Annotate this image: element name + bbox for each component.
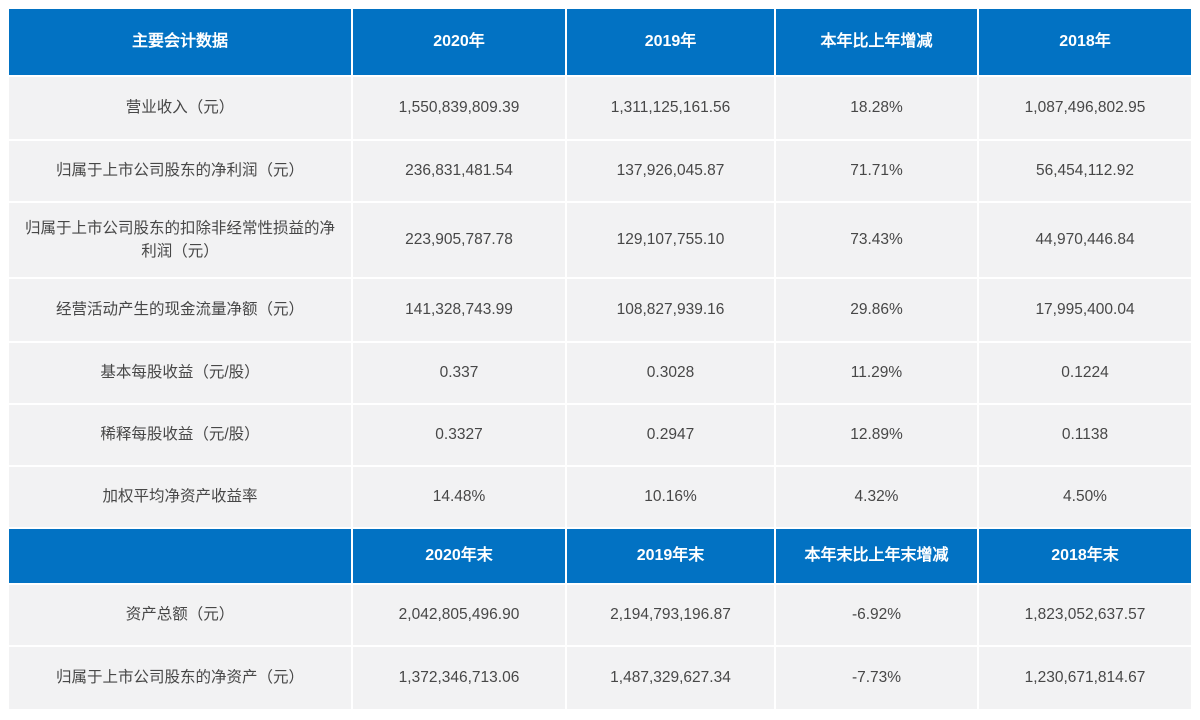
table-row-diluted-eps: 稀释每股收益（元/股） 0.3327 0.2947 12.89% 0.1138 <box>8 404 1192 466</box>
cell-value: 0.3028 <box>566 342 775 404</box>
row-label: 基本每股收益（元/股） <box>8 342 352 404</box>
cell-value: 0.2947 <box>566 404 775 466</box>
cell-value: 4.32% <box>775 466 978 528</box>
cell-value: 10.16% <box>566 466 775 528</box>
row-label: 营业收入（元） <box>8 76 352 140</box>
cell-value: 1,487,329,627.34 <box>566 646 775 710</box>
table-row-basic-eps: 基本每股收益（元/股） 0.337 0.3028 11.29% 0.1224 <box>8 342 1192 404</box>
column-header-2018: 2018年 <box>978 8 1192 76</box>
cell-value: 29.86% <box>775 278 978 342</box>
table-row-net-profit-excl-nonrecurring: 归属于上市公司股东的扣除非经常性损益的净利润（元） 223,905,787.78… <box>8 202 1192 278</box>
cell-value: 18.28% <box>775 76 978 140</box>
cell-value: -6.92% <box>775 584 978 646</box>
column-header-2020: 2020年 <box>352 8 566 76</box>
cell-value: 73.43% <box>775 202 978 278</box>
cell-value: 17,995,400.04 <box>978 278 1192 342</box>
table-row-net-profit: 归属于上市公司股东的净利润（元） 236,831,481.54 137,926,… <box>8 140 1192 202</box>
cell-value: 0.3327 <box>352 404 566 466</box>
column-header-blank <box>8 528 352 584</box>
row-label: 加权平均净资产收益率 <box>8 466 352 528</box>
row-label: 稀释每股收益（元/股） <box>8 404 352 466</box>
cell-value: 14.48% <box>352 466 566 528</box>
column-header-2018-end: 2018年末 <box>978 528 1192 584</box>
cell-value: 236,831,481.54 <box>352 140 566 202</box>
table-row-operating-revenue: 营业收入（元） 1,550,839,809.39 1,311,125,161.5… <box>8 76 1192 140</box>
column-header-yoy-end-change: 本年末比上年末增减 <box>775 528 978 584</box>
cell-value: 1,550,839,809.39 <box>352 76 566 140</box>
cell-value: -7.73% <box>775 646 978 710</box>
cell-value: 129,107,755.10 <box>566 202 775 278</box>
cell-value: 2,194,793,196.87 <box>566 584 775 646</box>
cell-value: 0.1224 <box>978 342 1192 404</box>
cell-value: 2,042,805,496.90 <box>352 584 566 646</box>
cell-value: 0.1138 <box>978 404 1192 466</box>
table-row-operating-cash-flow: 经营活动产生的现金流量净额（元） 141,328,743.99 108,827,… <box>8 278 1192 342</box>
cell-value: 137,926,045.87 <box>566 140 775 202</box>
cell-value: 4.50% <box>978 466 1192 528</box>
row-label: 归属于上市公司股东的扣除非经常性损益的净利润（元） <box>8 202 352 278</box>
table-row-net-assets: 归属于上市公司股东的净资产（元） 1,372,346,713.06 1,487,… <box>8 646 1192 710</box>
key-accounting-data-table: 主要会计数据 2020年 2019年 本年比上年增减 2018年 营业收入（元）… <box>8 8 1192 710</box>
cell-value: 1,230,671,814.67 <box>978 646 1192 710</box>
cell-value: 1,372,346,713.06 <box>352 646 566 710</box>
cell-value: 44,970,446.84 <box>978 202 1192 278</box>
column-header-2019-end: 2019年末 <box>566 528 775 584</box>
table-row-total-assets: 资产总额（元） 2,042,805,496.90 2,194,793,196.8… <box>8 584 1192 646</box>
row-label: 经营活动产生的现金流量净额（元） <box>8 278 352 342</box>
column-header-main-indicators: 主要会计数据 <box>8 8 352 76</box>
row-label: 资产总额（元） <box>8 584 352 646</box>
column-header-2020-end: 2020年末 <box>352 528 566 584</box>
cell-value: 71.71% <box>775 140 978 202</box>
cell-value: 223,905,787.78 <box>352 202 566 278</box>
row-label: 归属于上市公司股东的净资产（元） <box>8 646 352 710</box>
cell-value: 108,827,939.16 <box>566 278 775 342</box>
annual-header-row: 主要会计数据 2020年 2019年 本年比上年增减 2018年 <box>8 8 1192 76</box>
column-header-yoy-change: 本年比上年增减 <box>775 8 978 76</box>
cell-value: 1,311,125,161.56 <box>566 76 775 140</box>
column-header-2019: 2019年 <box>566 8 775 76</box>
cell-value: 12.89% <box>775 404 978 466</box>
cell-value: 56,454,112.92 <box>978 140 1192 202</box>
table-row-weighted-avg-roe: 加权平均净资产收益率 14.48% 10.16% 4.32% 4.50% <box>8 466 1192 528</box>
cell-value: 141,328,743.99 <box>352 278 566 342</box>
cell-value: 1,087,496,802.95 <box>978 76 1192 140</box>
cell-value: 11.29% <box>775 342 978 404</box>
cell-value: 1,823,052,637.57 <box>978 584 1192 646</box>
row-label: 归属于上市公司股东的净利润（元） <box>8 140 352 202</box>
cell-value: 0.337 <box>352 342 566 404</box>
year-end-header-row: 2020年末 2019年末 本年末比上年末增减 2018年末 <box>8 528 1192 584</box>
